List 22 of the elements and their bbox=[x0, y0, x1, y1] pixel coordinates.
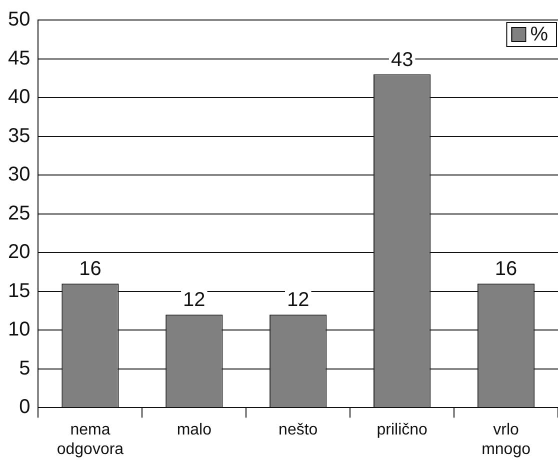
legend-label: % bbox=[530, 24, 548, 46]
y-tick-label: 35 bbox=[8, 124, 30, 147]
y-tick-label: 30 bbox=[8, 164, 30, 186]
y-tick-label: 40 bbox=[8, 86, 30, 108]
x-tick-label: vrlo mnogo bbox=[482, 422, 531, 458]
y-tick-label: 10 bbox=[8, 318, 30, 341]
data-label: 12 bbox=[183, 289, 206, 312]
data-label: 16 bbox=[79, 258, 102, 280]
y-tick-label: 45 bbox=[8, 47, 30, 70]
y-tick-label: 15 bbox=[8, 280, 30, 302]
y-tick-label: 20 bbox=[8, 241, 30, 264]
x-tick-label: nema odgovora bbox=[56, 422, 124, 458]
data-label: 12 bbox=[287, 289, 310, 312]
x-tick-label: malo bbox=[176, 422, 212, 439]
data-label: 16 bbox=[494, 258, 518, 280]
y-tick-label: 25 bbox=[8, 202, 30, 224]
y-tick-label: 0 bbox=[19, 396, 30, 418]
x-tick-label: prilično bbox=[376, 422, 428, 439]
x-tick-label: nešto bbox=[278, 422, 318, 439]
data-label: 43 bbox=[390, 48, 414, 71]
y-tick-label: 5 bbox=[19, 357, 30, 380]
y-tick-label: 50 bbox=[8, 8, 30, 31]
